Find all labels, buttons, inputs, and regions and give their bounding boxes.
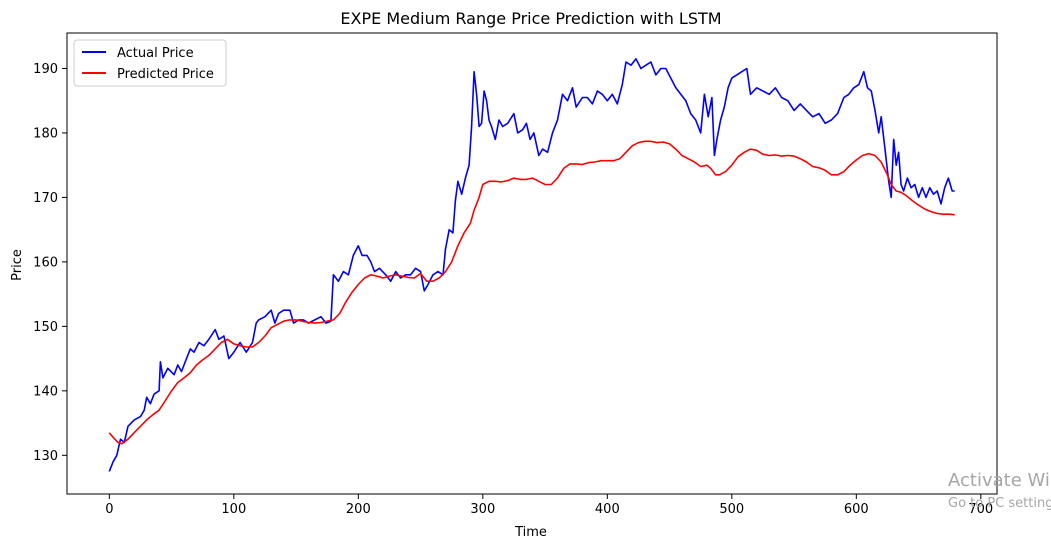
plot-area xyxy=(108,58,955,472)
legend-box xyxy=(73,39,227,87)
x-tick-label: 100 xyxy=(221,502,246,517)
predicted-price-line xyxy=(108,140,955,445)
x-tick-label: 400 xyxy=(595,502,620,517)
pc-settings-watermark: Go to PC setting xyxy=(948,496,1051,511)
x-tick-label: 300 xyxy=(470,502,495,517)
x-tick-label: 500 xyxy=(719,502,744,517)
x-tick-label: 700 xyxy=(968,502,993,517)
y-tick-label: 170 xyxy=(33,191,58,206)
x-tick-label: 0 xyxy=(105,502,113,517)
y-tick-label: 180 xyxy=(33,126,58,141)
x-axis-label: Time xyxy=(514,525,547,540)
y-tick-label: 160 xyxy=(33,255,58,270)
y-tick-label: 190 xyxy=(33,62,58,77)
y-tick-label: 130 xyxy=(33,449,58,464)
activate-windows-watermark: Activate Wir xyxy=(948,470,1051,491)
x-tick-label: 200 xyxy=(346,502,371,517)
legend-label-actual: Actual Price xyxy=(117,46,194,61)
y-axis: 130 140 150 160 170 180 190 xyxy=(33,62,67,464)
chart-title: EXPE Medium Range Price Prediction with … xyxy=(340,9,721,28)
x-axis: 0 100 200 300 400 500 600 700 xyxy=(105,494,993,517)
axes-frame xyxy=(66,32,998,495)
y-tick-label: 150 xyxy=(33,320,58,335)
y-tick-label: 140 xyxy=(33,384,58,399)
actual-price-line xyxy=(108,58,955,472)
legend-label-predicted: Predicted Price xyxy=(117,67,214,82)
y-axis-label: Price xyxy=(10,249,25,281)
x-tick-label: 600 xyxy=(844,502,869,517)
legend: Actual Price Predicted Price xyxy=(73,39,227,87)
